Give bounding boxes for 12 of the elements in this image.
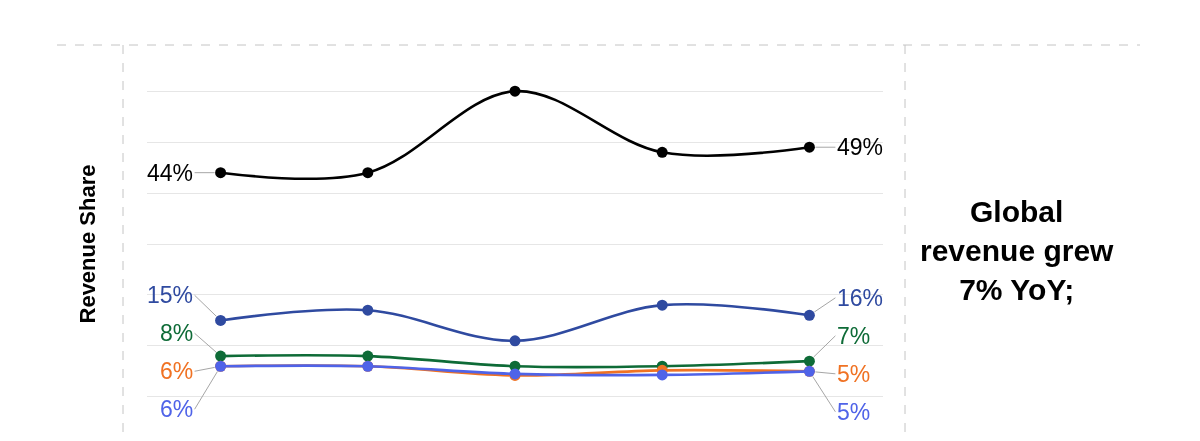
data-label: 44% <box>147 160 194 186</box>
data-label: 49% <box>837 134 884 160</box>
data-label: 7% <box>837 323 871 349</box>
data-label: 6% <box>160 358 194 384</box>
data-label: 6% <box>160 396 194 422</box>
data-label: 5% <box>837 361 871 387</box>
data-label: 5% <box>837 399 871 425</box>
data-label: 8% <box>160 320 194 346</box>
y-axis-title: Revenue Share <box>74 164 100 324</box>
data-label: 15% <box>147 282 194 308</box>
text: Global revenue grew 7% YoY; <box>920 195 1115 306</box>
data-label: 16% <box>837 285 884 311</box>
